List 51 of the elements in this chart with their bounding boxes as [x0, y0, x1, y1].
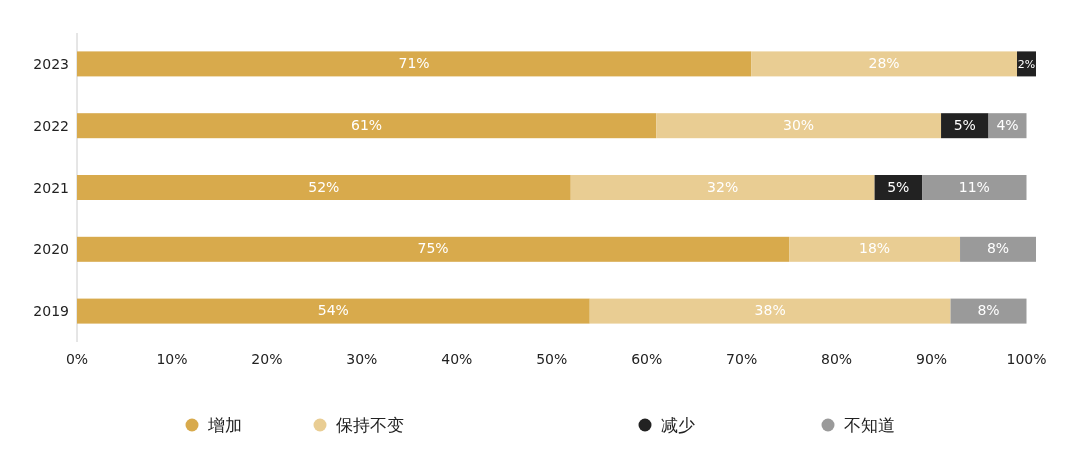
y-tick-label: 2023	[33, 55, 69, 72]
data-label: 54%	[317, 302, 349, 319]
data-label: 2%	[1017, 57, 1036, 71]
x-tick-label: 100%	[1006, 351, 1047, 367]
bar	[941, 113, 989, 139]
data-label: 8%	[986, 240, 1010, 257]
data-label: 61%	[351, 116, 383, 133]
data-label: 52%	[308, 178, 340, 195]
legend-label: 不知道	[844, 415, 895, 435]
data-label: 4%	[996, 116, 1019, 133]
bar	[922, 175, 1027, 200]
bar	[950, 298, 1027, 324]
data-label: 32%	[707, 178, 739, 195]
bar	[570, 175, 875, 200]
legend-label: 保持不变	[336, 415, 404, 435]
y-tick-label: 2020	[33, 241, 69, 258]
x-tick-label: 10%	[156, 351, 188, 367]
x-tick-label: 90%	[915, 351, 948, 367]
bar	[751, 51, 1018, 77]
x-tick-label: 30%	[346, 351, 378, 367]
legend-label: 增加	[207, 415, 242, 435]
data-label: 11%	[958, 178, 990, 195]
data-label: 38%	[754, 302, 786, 319]
bar	[77, 51, 752, 77]
bar	[789, 236, 961, 262]
bar	[77, 236, 790, 262]
data-label: 18%	[859, 240, 891, 257]
data-label: 5%	[953, 116, 976, 133]
bar	[960, 236, 1036, 262]
x-tick-label: 0%	[65, 351, 89, 367]
data-label: 5%	[887, 178, 910, 195]
x-tick-label: 40%	[441, 351, 473, 367]
y-tick-label: 2021	[33, 179, 69, 196]
bar	[77, 175, 571, 200]
bar	[77, 113, 657, 139]
x-tick-label: 70%	[726, 351, 758, 367]
y-tick-label: 2019	[33, 303, 69, 320]
x-tick-label: 60%	[631, 351, 663, 367]
bar	[656, 113, 942, 139]
x-tick-label: 80%	[821, 351, 853, 367]
data-label: 28%	[868, 54, 900, 71]
data-label: 71%	[398, 54, 430, 71]
data-label: 75%	[417, 240, 449, 257]
legend-label: 减少	[661, 415, 695, 435]
x-tick-label: 50%	[536, 351, 568, 367]
bar	[77, 298, 590, 324]
data-label: 8%	[977, 302, 1000, 319]
y-tick-label: 2022	[33, 117, 69, 134]
x-tick-label: 20%	[251, 351, 283, 367]
bar	[589, 298, 951, 324]
data-label: 30%	[783, 116, 815, 133]
